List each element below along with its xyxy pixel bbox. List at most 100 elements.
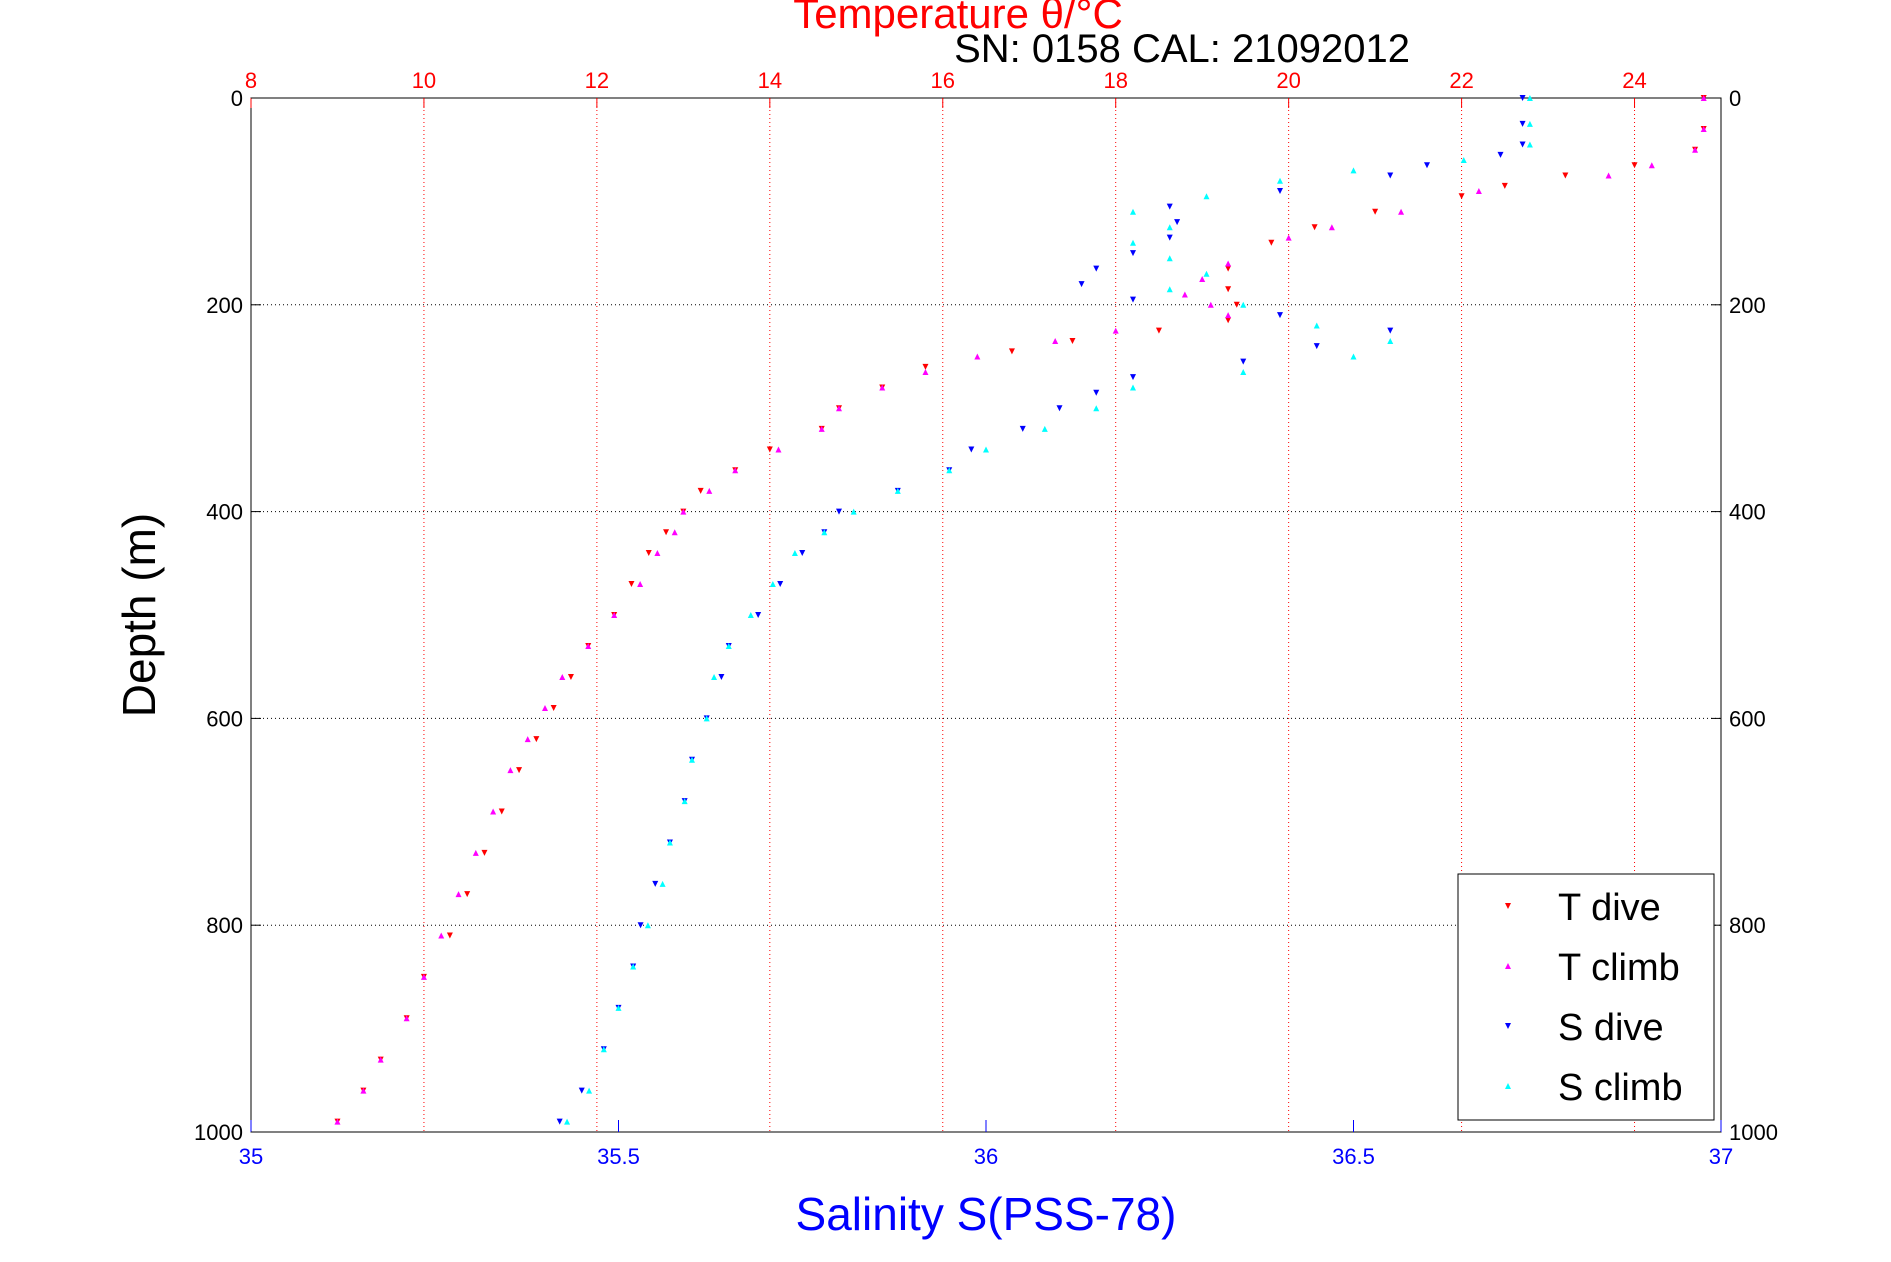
data-point — [1130, 239, 1136, 246]
data-point — [1130, 208, 1136, 215]
data-point — [775, 446, 782, 453]
data-point — [1130, 250, 1136, 257]
legend-label: S dive — [1558, 1007, 1664, 1049]
data-point — [766, 446, 773, 453]
data-point — [703, 715, 710, 722]
data-point — [1526, 120, 1533, 127]
data-point — [777, 580, 784, 587]
data-point — [836, 508, 842, 515]
data-point — [671, 529, 678, 536]
legend: T dive T climb S dive S climb — [1457, 873, 1715, 1121]
data-point — [1130, 384, 1136, 391]
data-point — [1166, 255, 1173, 262]
data-point — [1631, 162, 1638, 169]
data-point — [438, 932, 445, 939]
data-point — [334, 1118, 341, 1125]
data-point — [1285, 234, 1292, 241]
left-tick-label: 600 — [206, 706, 243, 731]
data-point — [1460, 157, 1467, 164]
data-point — [578, 1087, 585, 1094]
data-point — [1562, 172, 1569, 179]
legend-label: T climb — [1558, 947, 1680, 989]
data-point — [922, 363, 929, 370]
data-point — [680, 508, 687, 515]
left-tick-label: 1000 — [194, 1120, 243, 1145]
data-point — [550, 705, 557, 712]
top-tick-label: 18 — [1103, 68, 1127, 93]
data-point — [446, 932, 453, 939]
series-s-dive — [556, 95, 1526, 1125]
data-point — [542, 705, 548, 712]
data-point — [755, 612, 762, 618]
data-point — [799, 549, 806, 556]
data-point — [1166, 203, 1173, 210]
data-point — [1155, 327, 1162, 334]
data-point — [615, 1004, 622, 1011]
data-point — [652, 880, 659, 887]
data-point — [1387, 337, 1394, 344]
series-t-dive — [334, 95, 1707, 1125]
data-point — [628, 580, 635, 587]
data-point — [1166, 234, 1173, 241]
data-point — [1093, 405, 1100, 412]
legend-label: S climb — [1558, 1067, 1683, 1109]
data-point — [732, 467, 739, 474]
data-point — [1519, 95, 1526, 101]
data-point — [516, 767, 523, 774]
top-axis-ticks: 8 10 12 14 16 18 20 22 24 — [245, 68, 1647, 108]
data-point — [1475, 188, 1482, 195]
data-point — [659, 880, 666, 887]
left-tick-label: 200 — [206, 293, 243, 318]
data-point — [689, 756, 695, 763]
data-point — [556, 1118, 563, 1125]
data-point — [585, 643, 592, 650]
data-point — [645, 549, 652, 556]
x-axis-label: Salinity S(PSS-78) — [796, 1188, 1177, 1240]
data-point — [1387, 327, 1394, 334]
data-point — [1166, 286, 1173, 293]
data-point — [836, 405, 842, 412]
data-point — [1225, 260, 1232, 267]
data-point — [1424, 162, 1430, 169]
left-tick-label: 400 — [206, 500, 243, 525]
data-point — [1093, 389, 1100, 396]
top-tick-label: 20 — [1276, 68, 1300, 93]
data-point — [630, 963, 637, 970]
data-point — [1350, 353, 1357, 360]
bottom-axis-ticks: 35 35.5 36 36.5 37 — [239, 1120, 1733, 1169]
data-point — [1387, 172, 1394, 179]
data-series — [334, 95, 1707, 1125]
data-point — [1519, 120, 1526, 127]
data-point — [654, 549, 661, 556]
data-point — [637, 922, 644, 929]
data-point — [360, 1087, 367, 1094]
data-point — [922, 369, 929, 376]
data-point — [564, 1118, 571, 1125]
data-point — [1398, 208, 1405, 215]
data-point — [1350, 167, 1357, 174]
data-point — [507, 767, 514, 774]
data-point — [559, 674, 566, 681]
top-tick-label: 10 — [412, 68, 436, 93]
bottom-tick-label: 36 — [974, 1144, 998, 1169]
data-point — [1233, 301, 1240, 308]
data-point — [769, 580, 776, 587]
top-tick-label: 16 — [931, 68, 955, 93]
right-axis-ticks: 0 200 400 600 800 1000 — [1711, 86, 1778, 1145]
data-point — [1605, 172, 1612, 179]
data-point — [1225, 286, 1232, 293]
top-tick-label: 12 — [585, 68, 609, 93]
data-point — [706, 487, 713, 494]
data-point — [1313, 322, 1320, 329]
data-point — [1526, 141, 1533, 148]
top-tick-label: 14 — [758, 68, 782, 93]
data-point — [1277, 312, 1283, 319]
data-point — [1199, 275, 1206, 282]
data-point — [791, 549, 798, 556]
bottom-tick-label: 37 — [1709, 1144, 1733, 1169]
data-point — [1093, 265, 1100, 272]
bottom-tick-label: 35 — [239, 1144, 263, 1169]
data-point — [1112, 327, 1119, 334]
data-point — [1277, 177, 1283, 184]
data-point — [377, 1056, 384, 1063]
